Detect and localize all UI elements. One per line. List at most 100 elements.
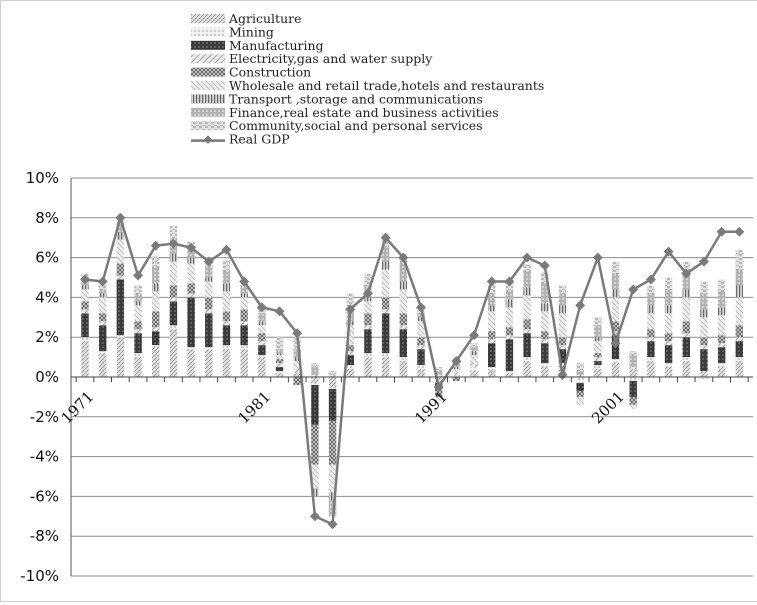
bar-segment-agriculture-1983 — [293, 373, 301, 377]
bar-segment-finance-real-estate-and-business-activities-1991 — [434, 371, 443, 376]
bar-segment-wholesale-and-retail-trade-hotels-and-restaurants-1990 — [417, 321, 425, 338]
bar-segment-wholesale-and-retail-trade-hotels-and-restaurants-1975 — [152, 291, 160, 312]
bar-segment-transport-storage-and-communications-1983 — [293, 357, 301, 362]
real-gdp-point-2000 — [592, 252, 603, 263]
real-gdp-point-2001 — [610, 338, 621, 349]
bar-segment-finance-real-estate-and-business-activities-1980 — [240, 285, 248, 294]
bar-segment-community-social-and-personal-services-1976 — [169, 225, 178, 238]
bar-segment-manufacturing-1995 — [505, 339, 514, 372]
bar-segment-mining-1993 — [470, 367, 478, 372]
bar-segment-mining-1994 — [488, 367, 496, 370]
bar-segment-mining-1982 — [275, 371, 284, 374]
bar-segment-community-social-and-personal-services-2001 — [611, 261, 620, 274]
bar-segment-wholesale-and-retail-trade-hotels-and-restaurants-1973 — [116, 239, 125, 264]
real-gdp-point-2008 — [734, 226, 745, 237]
real-gdp-point-1976 — [168, 238, 179, 249]
bar-segment-finance-real-estate-and-business-activities-1982 — [275, 349, 284, 354]
x-tick-label: 1971 — [58, 388, 98, 428]
bar-segment-transport-storage-and-communications-1976 — [169, 253, 178, 262]
bar-segment-agriculture-1996 — [523, 361, 531, 377]
legend-label-real-gdp: Real GDP — [229, 132, 290, 147]
bar-segment-construction-1992 — [452, 377, 461, 381]
bar-segment-construction-1990 — [417, 337, 425, 346]
bar-segment-electricity-gas-and-water-supply-1983 — [293, 369, 301, 374]
bar-segment-manufacturing-1988 — [381, 313, 390, 354]
bar-segment-agriculture-1980 — [240, 349, 248, 377]
bar-segment-electricity-gas-and-water-supply-2008 — [735, 337, 744, 342]
real-gdp-point-1980 — [239, 276, 250, 287]
bar-segment-wholesale-and-retail-trade-hotels-and-restaurants-1986 — [346, 325, 354, 346]
bar-segment-transport-storage-and-communications-2004 — [664, 305, 673, 314]
bar-segment-transport-storage-and-communications-2008 — [735, 285, 744, 298]
bar-segment-construction-1984 — [311, 424, 319, 465]
x-tick-label: 1991 — [411, 388, 451, 428]
x-axis: 1971 1981 1991 2001 — [58, 376, 753, 428]
legend-swatch-electricity-gas-and-water-supply — [191, 54, 225, 64]
bar-segment-finance-real-estate-and-business-activities-2007 — [717, 291, 726, 308]
bar-segment-wholesale-and-retail-trade-hotels-and-restaurants-1996 — [523, 295, 531, 320]
bar-segment-finance-real-estate-and-business-activities-2004 — [664, 289, 673, 306]
bar-segment-mining-1996 — [523, 357, 531, 362]
bar-segment-mining-1984 — [311, 382, 319, 385]
bar-segment-wholesale-and-retail-trade-hotels-and-restaurants-2008 — [735, 297, 744, 326]
real-gdp-line — [80, 212, 745, 530]
bar-segment-manufacturing-2002 — [629, 380, 637, 397]
bar-segment-agriculture-1975 — [152, 347, 160, 377]
bar-segment-construction-1982 — [275, 359, 284, 364]
bar-segment-agriculture-2008 — [735, 361, 744, 377]
bar-segment-finance-real-estate-and-business-activities-2003 — [647, 293, 655, 306]
bar-segment-transport-storage-and-communications-1988 — [381, 261, 390, 270]
bar-segment-mining-2002 — [629, 377, 637, 381]
bar-segment-construction-1979 — [222, 311, 231, 322]
legend-label-transport-storage-and-communications: Transport ,storage and communications — [229, 91, 483, 106]
bar-segment-construction-2004 — [664, 333, 673, 342]
bar-segment-transport-storage-and-communications-1973 — [116, 231, 125, 240]
legend-marker-real-gdp — [203, 135, 213, 144]
bar-segment-community-social-and-personal-services-1984 — [311, 363, 319, 368]
real-gdp-point-1988 — [380, 232, 391, 243]
bar-segment-finance-real-estate-and-business-activities-2006 — [700, 293, 708, 310]
bar-segment-agriculture-2000 — [594, 369, 602, 377]
bar-segment-construction-1994 — [488, 331, 496, 340]
real-gdp-point-2002 — [628, 284, 639, 295]
y-axis: 10% 8% 6% 4% 2% 0% -2% -4% -6% -8% -10% — [20, 169, 72, 585]
bar-segment-mining-1976 — [169, 325, 178, 330]
real-gdp-point-1973 — [115, 212, 126, 223]
y-tick-label: -10% — [20, 567, 59, 585]
bar-segment-finance-real-estate-and-business-activities-1973 — [116, 223, 125, 232]
bar-segment-finance-real-estate-and-business-activities-1989 — [399, 261, 408, 282]
bar-segment-manufacturing-1972 — [98, 325, 107, 352]
bar-segment-community-social-and-personal-services-1979 — [222, 259, 231, 272]
y-tick-label: -6% — [30, 487, 59, 505]
bar-segment-construction-1991 — [434, 388, 443, 397]
bar-segment-electricity-gas-and-water-supply-1981 — [258, 341, 266, 346]
bar-segment-electricity-gas-and-water-supply-1996 — [523, 329, 531, 334]
bar-segment-electricity-gas-and-water-supply-1979 — [222, 321, 231, 326]
bar-segment-agriculture-1986 — [346, 369, 354, 377]
real-gdp-point-2004 — [663, 246, 674, 257]
legend-swatch-agriculture — [191, 14, 225, 23]
bar-segment-wholesale-and-retail-trade-hotels-and-restaurants-1984 — [311, 464, 319, 489]
bar-segment-electricity-gas-and-water-supply-2004 — [664, 341, 673, 346]
bar-segment-manufacturing-2000 — [594, 361, 602, 366]
bar-segment-wholesale-and-retail-trade-hotels-and-restaurants-1987 — [364, 301, 372, 314]
real-gdp-point-2006 — [698, 256, 709, 267]
bar-segment-wholesale-and-retail-trade-hotels-and-restaurants-1997 — [541, 311, 549, 332]
bar-segment-mining-1988 — [381, 353, 390, 358]
stacked-bars — [81, 215, 744, 517]
bar-segment-agriculture-1988 — [381, 357, 390, 377]
bar-segment-manufacturing-1976 — [169, 301, 178, 326]
real-gdp-point-1994 — [486, 276, 497, 287]
bar-segment-manufacturing-1984 — [311, 384, 319, 425]
bar-segment-electricity-gas-and-water-supply-1975 — [152, 327, 160, 332]
bar-segment-manufacturing-1973 — [116, 279, 125, 336]
bar-segment-transport-storage-and-communications-1995 — [505, 299, 514, 308]
real-gdp-point-1978 — [203, 256, 214, 267]
bar-segment-agriculture-1972 — [98, 353, 107, 377]
x-tick-label: 2001 — [588, 388, 628, 428]
real-gdp-point-1991 — [433, 382, 444, 392]
bar-segment-electricity-gas-and-water-supply-1998 — [558, 345, 567, 350]
bar-segment-wholesale-and-retail-trade-hotels-and-restaurants-1971 — [81, 289, 89, 302]
bar-segment-construction-2005 — [682, 321, 690, 334]
